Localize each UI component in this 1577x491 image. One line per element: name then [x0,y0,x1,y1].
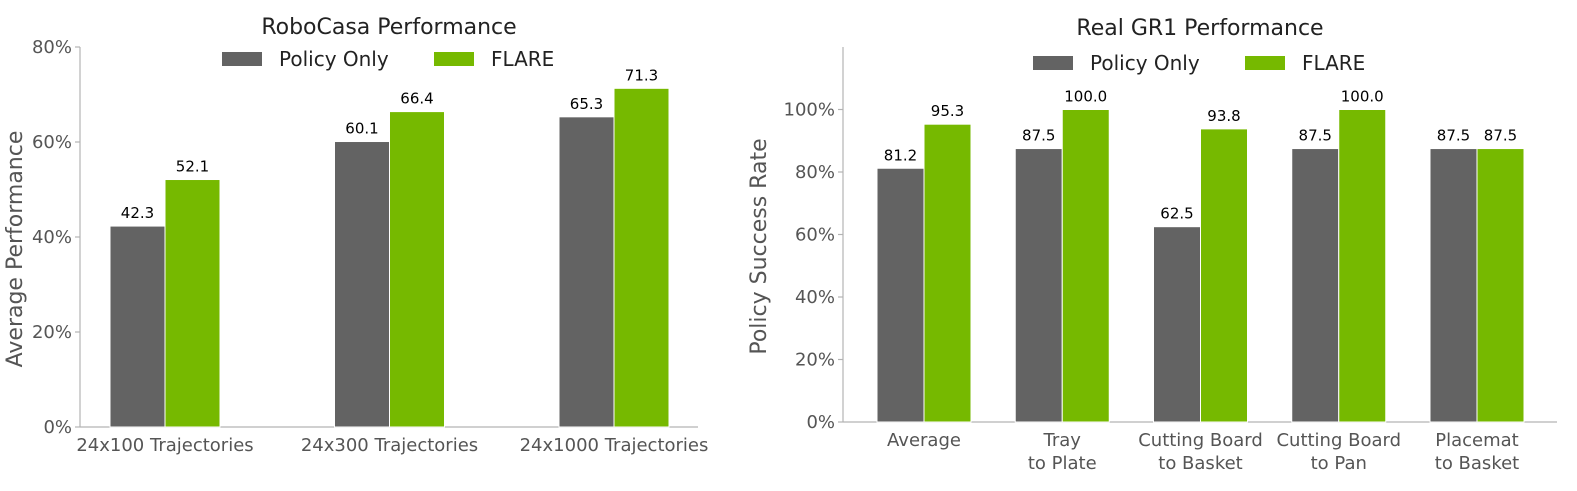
x-tick-label: to Basket [1158,453,1242,474]
legend-label-policy-only: Policy Only [279,47,389,71]
bar-policy-only [1153,226,1201,423]
bar-flare [1476,148,1525,423]
chart-robocasa: RoboCasa Performance Average Performance 0… [3,15,708,456]
bar-policy-only [1291,148,1340,423]
bar-value-label: 95.3 [931,102,964,120]
bar-flare [1061,109,1110,423]
chart-title: RoboCasa Performance [261,15,516,40]
bar-value-label: 60.1 [345,120,378,138]
bar-flare [164,179,221,428]
bar-policy-only [876,167,925,423]
x-tick-label: Average [887,430,961,451]
bar-value-label: 87.5 [1022,127,1055,145]
bar-value-label: 81.2 [884,146,917,164]
legend: Policy Only FLARE [222,47,554,71]
y-tick-label: 40% [32,227,72,248]
bar-value-label: 93.8 [1207,107,1240,125]
y-tick-label: 100% [784,100,835,121]
y-tick-label: 20% [795,350,835,371]
bar-value-label: 66.4 [400,90,433,108]
bar-policy-only [1014,148,1063,423]
y-tick-label: 80% [795,162,835,183]
x-tick-label: Cutting Board [1276,430,1401,451]
bar-policy-only [1429,148,1478,423]
legend-swatch-flare [1245,56,1285,70]
legend-label-flare: FLARE [491,47,554,71]
bar-value-label: 71.3 [625,66,658,84]
x-tick-label: to Basket [1435,453,1519,474]
x-tick-label: Placemat [1435,430,1518,451]
x-tick-label: to Plate [1028,453,1097,474]
y-tick-label: 60% [795,225,835,246]
legend-swatch-policy-only [1033,56,1073,70]
y-tick-label: 80% [32,37,72,58]
bar-value-label: 100.0 [1064,88,1107,106]
legend: Policy Only FLARE [1033,51,1365,75]
chart-title: Real GR1 Performance [1076,16,1323,41]
legend-label-flare: FLARE [1302,51,1365,75]
bar-value-label: 42.3 [121,204,154,222]
bar-value-label: 87.5 [1299,127,1332,145]
chart-real-gr1: Real GR1 Performance Policy Success Rate 0… [747,16,1557,474]
bar-policy-only [334,141,390,428]
bar-flare [1200,128,1248,423]
y-tick-label: 0% [806,412,835,433]
bar-flare [923,123,972,423]
y-tick-label: 40% [795,287,835,308]
x-tick-label: 24x1000 Trajectories [520,435,709,456]
bar-flare [389,111,445,428]
legend-label-policy-only: Policy Only [1090,51,1200,75]
x-tick-label: Cutting Board [1138,430,1263,451]
bar-value-label: 87.5 [1484,127,1517,145]
y-tick-label: 20% [32,322,72,343]
bar-policy-only [558,116,615,428]
bar-value-label: 65.3 [570,95,603,113]
bar-value-label: 62.5 [1160,205,1193,223]
y-axis-label: Average Performance [3,131,28,368]
legend-swatch-policy-only [222,52,262,66]
y-axis-label: Policy Success Rate [747,138,772,354]
bar-policy-only [109,225,166,428]
legend-swatch-flare [434,52,474,66]
bar-flare [613,87,670,428]
bar-value-label: 100.0 [1341,88,1384,106]
x-tick-label: Tray [1043,430,1082,451]
x-tick-label: 24x100 Trajectories [76,435,253,456]
bar-value-label: 52.1 [176,158,209,176]
bar-flare [1338,109,1387,423]
y-tick-label: 0% [43,417,72,438]
bar-value-label: 87.5 [1437,127,1470,145]
y-tick-label: 60% [32,132,72,153]
x-tick-label: to Pan [1311,453,1367,474]
x-tick-label: 24x300 Trajectories [301,435,478,456]
